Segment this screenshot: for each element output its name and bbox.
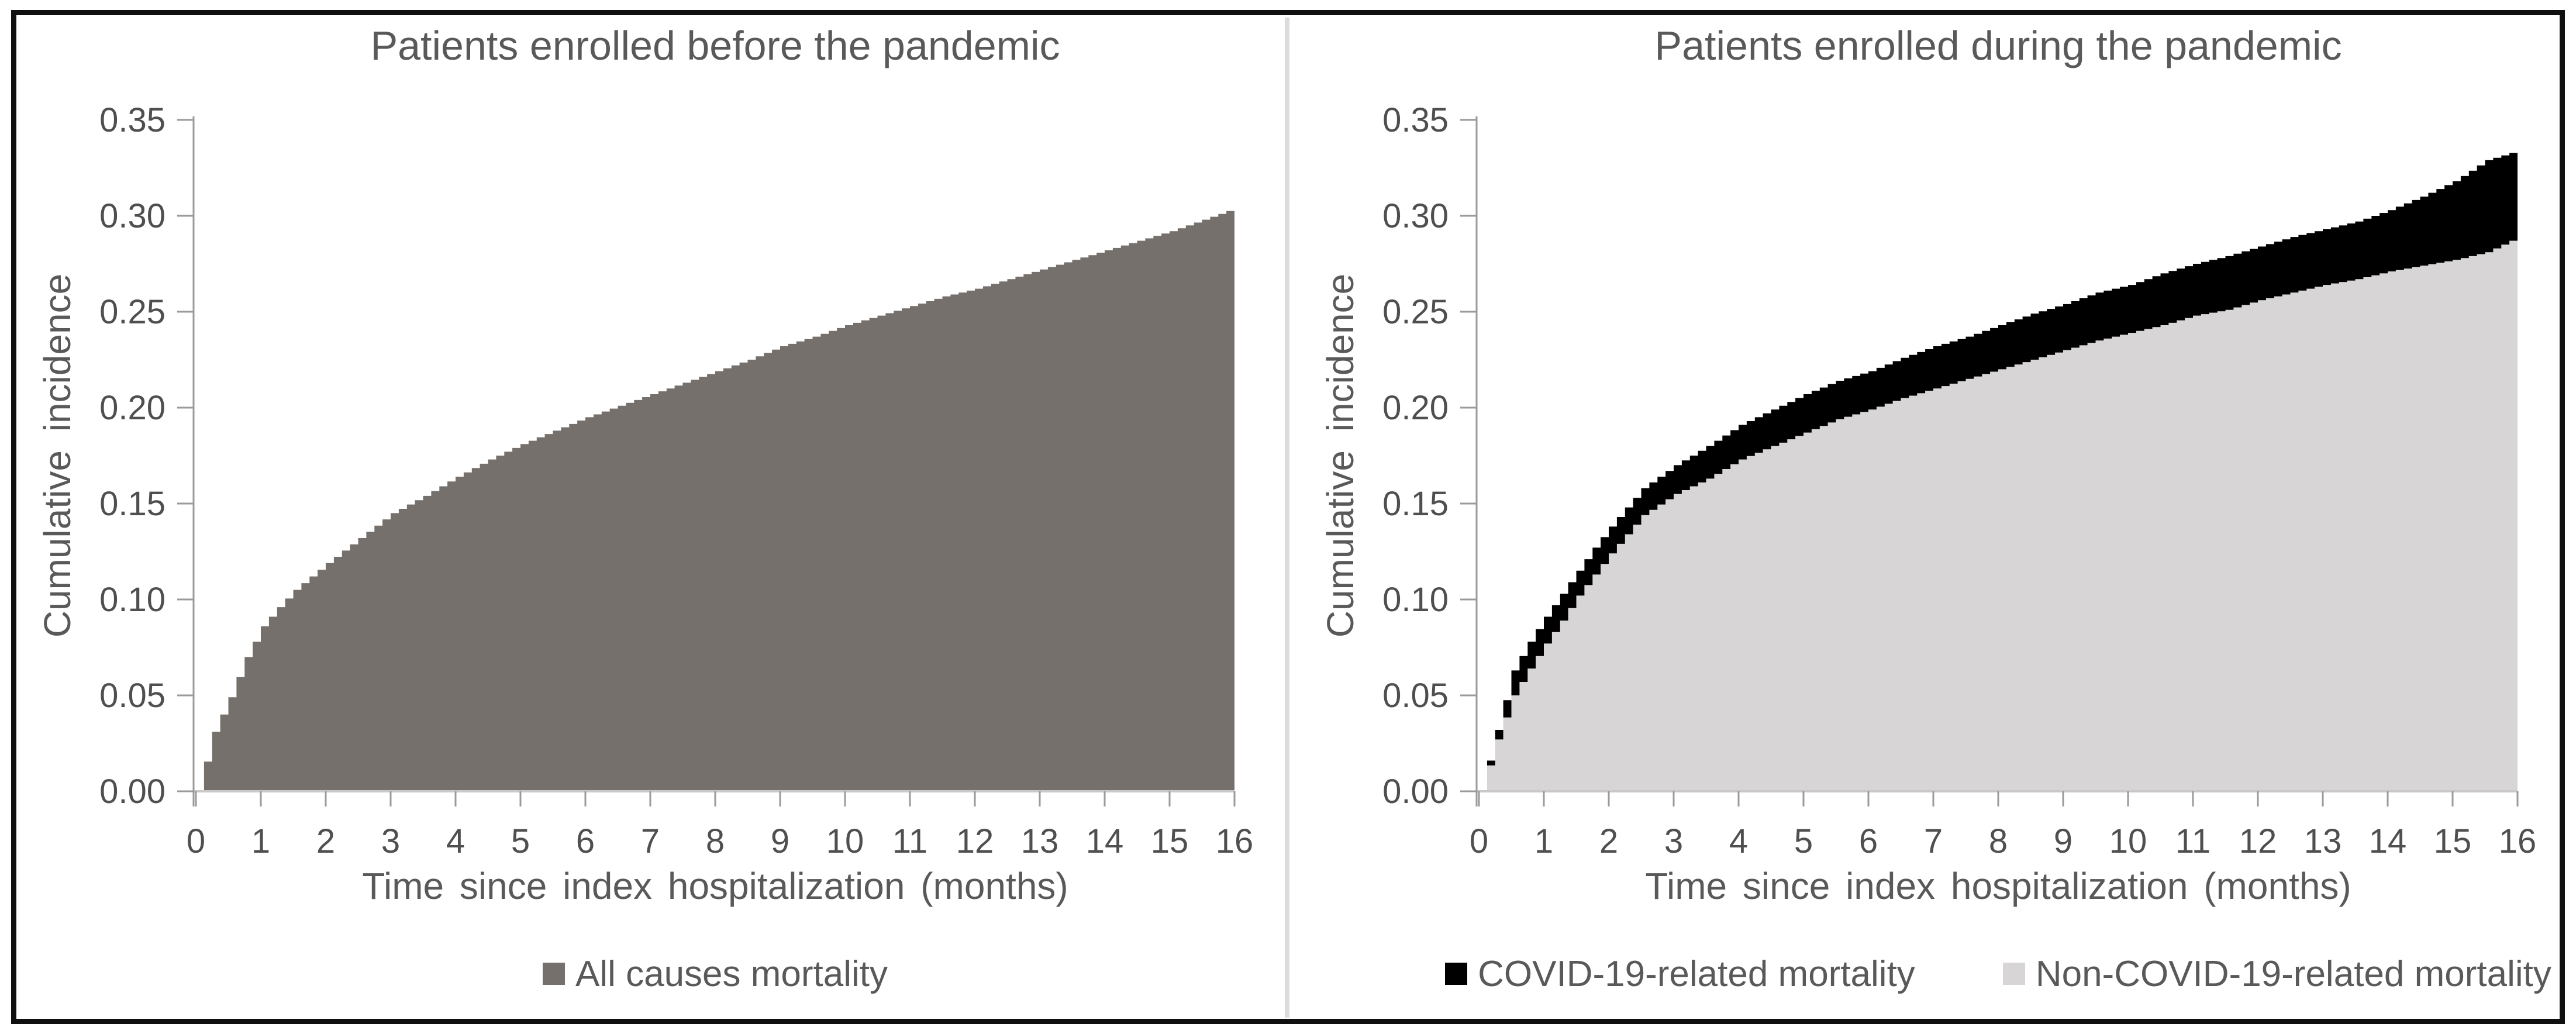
y-tick-label: 0.05: [99, 677, 165, 715]
right-legend: COVID-19-related mortality Non-COVID-19-…: [1445, 949, 2551, 999]
y-tick-label: 0.00: [99, 773, 165, 811]
x-tick-label: 10: [2109, 822, 2147, 860]
x-tick-label: 4: [1729, 822, 1748, 860]
x-tick-label: 8: [706, 822, 725, 860]
all-causes-swatch-icon: [542, 963, 565, 985]
left-x-axis-title: Time since index hospitalization (months…: [362, 865, 1068, 907]
x-tick-label: 5: [1794, 822, 1813, 860]
x-tick-label: 14: [1086, 822, 1124, 860]
y-tick-label: 0.05: [1382, 677, 1449, 715]
y-tick-label: 0.30: [99, 197, 165, 235]
x-tick-label: 12: [956, 822, 994, 860]
y-tick-label: 0.20: [99, 389, 165, 427]
right-panel-title: Patients enrolled during the pandemic: [1654, 23, 2342, 68]
panel-divider: [1285, 18, 1289, 1018]
right-chart-area: 0.000.050.100.150.200.250.300.350 1 2 3 4 5 6 7…: [1382, 101, 2536, 860]
x-tick-label: 12: [2239, 822, 2277, 860]
area-non-covid-19-related-mortality: [1479, 237, 2518, 792]
covid-swatch-icon: [1445, 963, 1468, 985]
x-tick-label: 15: [1151, 822, 1189, 860]
legend-label: All causes mortality: [575, 953, 888, 994]
left-panel-title: Patients enrolled before the pandemic: [370, 23, 1060, 68]
x-tick-label: 1: [1534, 822, 1553, 860]
y-tick-label: 0.15: [99, 485, 165, 523]
legend-label: COVID-19-related mortality: [1478, 953, 1915, 994]
legend-item-covid: COVID-19-related mortality: [1445, 953, 1915, 995]
left-chart-area: 0.000.050.100.150.200.250.300.350 1 2 3 4 5 6 7…: [99, 101, 1253, 860]
x-tick-label: 16: [2499, 822, 2537, 860]
right-x-axis-title: Time since index hospitalization (months…: [1645, 865, 2351, 907]
legend-label: Non-COVID-19-related mortality: [2035, 953, 2551, 994]
y-tick-label: 0.20: [1382, 389, 1449, 427]
x-tick-label: 6: [1859, 822, 1878, 860]
y-tick-label: 0.00: [1382, 773, 1449, 811]
x-tick-label: 7: [1924, 822, 1943, 860]
x-tick-label: 13: [1021, 822, 1059, 860]
x-tick-label: 4: [446, 822, 465, 860]
x-tick-label: 1: [251, 822, 270, 860]
legend-item-all-causes: All causes mortality: [542, 953, 888, 995]
figure-border: [11, 10, 2565, 1024]
area-covid-19-related-mortality: [1479, 150, 2518, 791]
x-tick-label: 16: [1216, 822, 1254, 860]
x-tick-label: 11: [892, 822, 927, 860]
x-tick-label: 13: [2304, 822, 2342, 860]
non-covid-swatch-icon: [2002, 963, 2025, 985]
x-tick-label: 6: [576, 822, 595, 860]
x-tick-label: 2: [1599, 822, 1618, 860]
legend-item-non-covid: Non-COVID-19-related mortality: [2002, 953, 2551, 995]
y-tick-label: 0.35: [99, 101, 165, 139]
x-tick-label: 7: [641, 822, 660, 860]
x-tick-label: 8: [1989, 822, 2008, 860]
area-all-causes-mortality: [196, 208, 1234, 791]
x-tick-label: 9: [771, 822, 789, 860]
x-tick-label: 11: [2175, 822, 2211, 860]
x-tick-label: 2: [316, 822, 335, 860]
y-tick-label: 0.30: [1382, 197, 1449, 235]
x-tick-label: 10: [826, 822, 864, 860]
x-tick-label: 3: [1664, 822, 1683, 860]
y-tick-label: 0.10: [1382, 581, 1449, 619]
x-tick-label: 14: [2369, 822, 2407, 860]
y-tick-label: 0.15: [1382, 485, 1449, 523]
x-tick-label: 15: [2434, 822, 2472, 860]
x-tick-label: 5: [511, 822, 530, 860]
left-legend: All causes mortality: [196, 949, 1234, 999]
y-tick-label: 0.25: [99, 293, 165, 331]
x-tick-label: 0: [187, 822, 205, 860]
x-tick-label: 0: [1470, 822, 1488, 860]
x-tick-label: 9: [2054, 822, 2072, 860]
x-tick-label: 3: [381, 822, 400, 860]
y-tick-label: 0.35: [1382, 101, 1449, 139]
y-tick-label: 0.10: [99, 581, 165, 619]
y-tick-label: 0.25: [1382, 293, 1449, 331]
